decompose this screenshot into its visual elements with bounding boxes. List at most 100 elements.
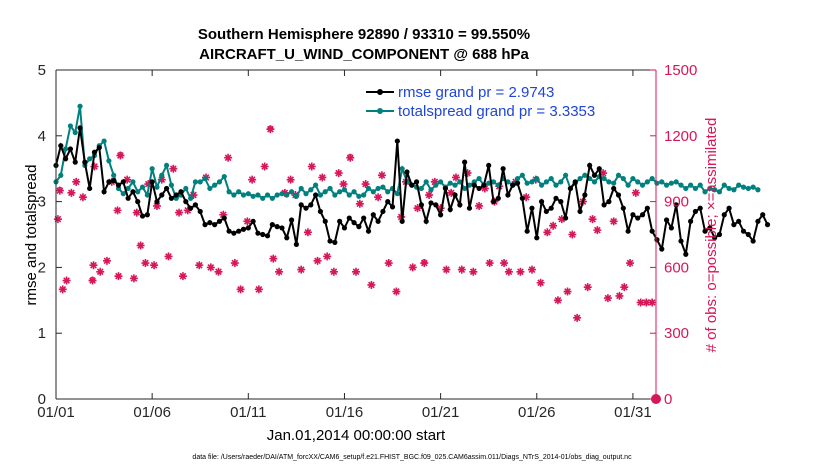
rmse-point [558,199,564,205]
y-left-tick-label: 2 [38,259,46,276]
totalspread-point [611,180,617,186]
rmse-point [284,235,290,241]
rmse-point [260,231,266,238]
obs-assimilated-marker [452,173,460,182]
totalspread-point [745,185,751,192]
obs-assimilated-marker [392,287,401,296]
rmse-point [207,220,213,226]
obs-assimilated-marker [206,263,215,272]
obs-assimilated-marker [219,210,228,219]
rmse-point [716,231,723,238]
obs-assimilated-marker [55,186,64,195]
obs-assimilated-marker [346,153,355,162]
totalspread-point [548,175,554,182]
rmse-point [548,205,554,211]
obs-assimilated-marker [615,291,624,300]
totalspread-point [101,138,107,144]
obs-assimilated-marker [609,217,618,226]
rmse-point [269,222,275,228]
totalspread-point [577,175,583,182]
rmse-point [702,228,708,234]
rmse-point [96,145,102,151]
legend-marker [377,108,383,114]
totalspread-point [529,179,535,185]
totalspread-point [63,146,69,152]
rmse-point [625,228,631,234]
totalspread-point [644,179,650,185]
totalspread-point [750,184,756,190]
rmse-point [356,224,362,230]
totalspread-point [361,192,367,198]
totalspread-point [370,189,376,195]
rmse-point [361,215,367,221]
legend-marker [377,89,383,95]
rmse-point [245,225,251,231]
obs-assimilated-marker [323,252,332,261]
rmse-point [750,238,756,244]
rmse-point [428,200,434,206]
totalspread-point [111,172,117,178]
rmse-point [471,182,477,188]
rmse-point [524,228,530,234]
obs-assimilated-marker [355,199,364,208]
rmse-point [668,225,674,231]
totalspread-point [120,191,126,197]
rmse-point [240,226,247,232]
obs-assimilated-marker [88,276,97,285]
obs-assimilated-marker [72,177,81,186]
totalspread-point [649,175,655,182]
totalspread-point [317,192,324,198]
obs-assimilated-marker [475,201,484,210]
rmse-point [538,199,545,205]
rmse-point [192,202,199,208]
rmse-point [615,192,622,198]
rmse-point [663,217,670,223]
totalspread-point [601,175,607,182]
totalspread-point [149,166,155,172]
rmse-point [216,218,223,224]
rmse-point [188,205,194,211]
rmse-point [519,195,525,201]
obs-assimilated-marker [164,252,173,261]
rmse-point [72,159,78,165]
obs-assimilated-marker [318,173,327,182]
obs-possible-marker [267,125,274,132]
rmse-point [303,205,309,211]
rmse-point [620,205,626,211]
totalspread-point [433,182,439,188]
rmse-point [298,202,304,208]
obs-assimilated-marker [113,206,122,215]
obs-assimilated-marker [599,169,608,178]
obs-assimilated-marker [307,162,316,171]
y-left-tick-label: 5 [38,62,46,79]
totalspread-point [298,185,304,192]
rmse-point [543,208,549,215]
rmse-point [630,212,636,218]
obs-assimilated-marker [269,254,278,263]
totalspread-point [327,185,333,192]
rmse-point [130,189,136,195]
obs-assimilated-marker [313,256,322,265]
totalspread-point [558,179,564,185]
totalspread-point [668,180,674,186]
totalspread-point [418,185,424,192]
totalspread-point [380,184,386,190]
totalspread-point [385,189,391,195]
totalspread-point [538,182,545,188]
obs-assimilated-marker [420,259,429,268]
rmse-point [572,179,578,185]
obs-assimilated-marker [144,180,153,189]
totalspread-point [106,158,112,164]
totalspread-point [635,179,641,185]
totalspread-point [707,185,713,192]
rmse-point [380,208,386,215]
obs-assimilated-marker [152,201,161,210]
totalspread-point [543,179,549,185]
totalspread-point [452,182,458,188]
totalspread-point [58,172,64,178]
rmse-point [327,238,333,244]
totalspread-point [163,162,170,169]
totalspread-point [659,179,665,185]
rmse-point [67,146,74,152]
y-axis-right-label: # of obs: o=possible; ×=assimilated [703,118,720,353]
